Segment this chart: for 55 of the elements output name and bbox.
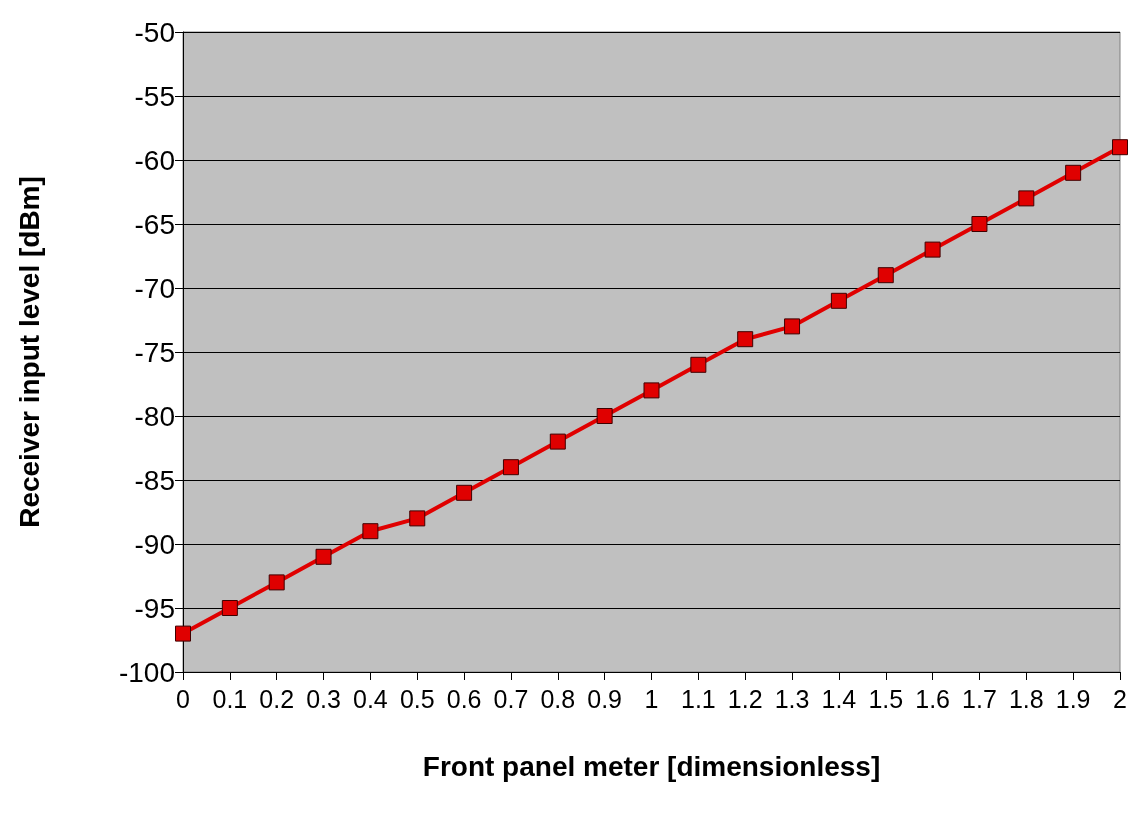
point: [315, 548, 332, 565]
point: [221, 600, 238, 616]
x-tick-label: 0.4: [353, 684, 388, 713]
x-tick-label: 0.8: [540, 684, 576, 713]
point: [1065, 164, 1082, 181]
y-tick-label: -80: [134, 400, 175, 432]
y-tick-label: -85: [134, 464, 175, 496]
point: [1018, 190, 1035, 207]
point: [596, 408, 613, 424]
point: [456, 484, 473, 501]
point: [924, 241, 941, 258]
x-tick-label: 1.6: [915, 684, 950, 713]
point: [971, 216, 988, 232]
y-tick-label: -75: [134, 336, 175, 368]
x-tick-label: 1.5: [868, 684, 904, 713]
y-tick-label: -55: [134, 80, 175, 112]
point: [502, 459, 519, 476]
x-tick-label: 0.1: [212, 684, 248, 713]
x-tick-label: 0: [176, 684, 190, 713]
x-tick-label: 1.3: [774, 684, 810, 713]
point: [362, 523, 379, 540]
x-tick-label: 1.7: [962, 684, 997, 713]
point: [268, 574, 285, 591]
point: [830, 292, 847, 309]
x-tick-label: 0.2: [259, 684, 295, 713]
point: [549, 433, 566, 450]
x-axis-title: Front panel meter [dimensionless]: [422, 750, 881, 782]
y-tick-label: -95: [134, 592, 175, 624]
y-tick-label: -90: [134, 528, 175, 560]
point: [784, 318, 801, 335]
y-axis-title: Receiver input level [dBm]: [13, 176, 45, 528]
x-tick-label: 1.4: [821, 684, 857, 713]
point: [1112, 139, 1128, 156]
x-tick-label: 0.5: [399, 684, 435, 713]
x-tick-label: 0.6: [446, 684, 482, 713]
x-tick-label: 1: [644, 684, 659, 713]
point: [877, 267, 894, 284]
point: [643, 382, 660, 399]
y-tick-label: -65: [134, 208, 175, 240]
point: [690, 356, 707, 373]
point: [175, 625, 191, 642]
point: [737, 331, 754, 348]
x-tick-label: 1.9: [1055, 684, 1091, 713]
y-tick-label: -50: [134, 16, 175, 48]
x-tick-label: 0.7: [493, 684, 529, 713]
x-tick-label: 1.2: [727, 684, 763, 713]
x-tick-label: 2: [1113, 684, 1127, 713]
y-tick-label: -100: [118, 656, 175, 688]
x-tick-label: 1.8: [1008, 684, 1044, 713]
y-tick-label: -70: [134, 272, 175, 304]
x-tick-label: 0.3: [306, 684, 341, 713]
y-tick-label: -60: [134, 144, 175, 176]
point: [409, 510, 426, 527]
x-tick-label: 1.1: [680, 684, 716, 713]
x-tick-label: 0.9: [587, 684, 623, 713]
